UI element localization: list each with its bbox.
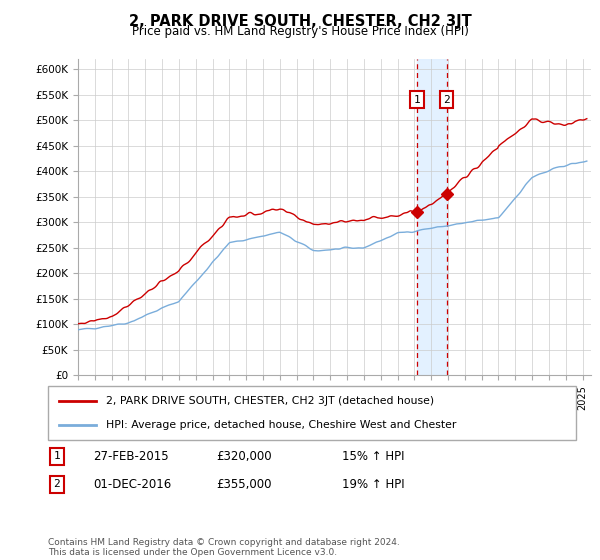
- FancyBboxPatch shape: [48, 386, 576, 440]
- Text: 15% ↑ HPI: 15% ↑ HPI: [342, 450, 404, 463]
- Text: £320,000: £320,000: [216, 450, 272, 463]
- Text: 2: 2: [53, 479, 61, 489]
- Text: 27-FEB-2015: 27-FEB-2015: [93, 450, 169, 463]
- Text: 01-DEC-2016: 01-DEC-2016: [93, 478, 171, 491]
- Text: 1: 1: [53, 451, 61, 461]
- Text: 1: 1: [413, 95, 420, 105]
- Text: Contains HM Land Registry data © Crown copyright and database right 2024.
This d: Contains HM Land Registry data © Crown c…: [48, 538, 400, 557]
- Text: £355,000: £355,000: [216, 478, 271, 491]
- Text: 19% ↑ HPI: 19% ↑ HPI: [342, 478, 404, 491]
- Text: Price paid vs. HM Land Registry's House Price Index (HPI): Price paid vs. HM Land Registry's House …: [131, 25, 469, 38]
- Text: 2, PARK DRIVE SOUTH, CHESTER, CH2 3JT (detached house): 2, PARK DRIVE SOUTH, CHESTER, CH2 3JT (d…: [106, 396, 434, 407]
- Text: 2, PARK DRIVE SOUTH, CHESTER, CH2 3JT: 2, PARK DRIVE SOUTH, CHESTER, CH2 3JT: [128, 14, 472, 29]
- Bar: [417, 59, 446, 375]
- Text: HPI: Average price, detached house, Cheshire West and Chester: HPI: Average price, detached house, Ches…: [106, 419, 457, 430]
- Text: 2: 2: [443, 95, 450, 105]
